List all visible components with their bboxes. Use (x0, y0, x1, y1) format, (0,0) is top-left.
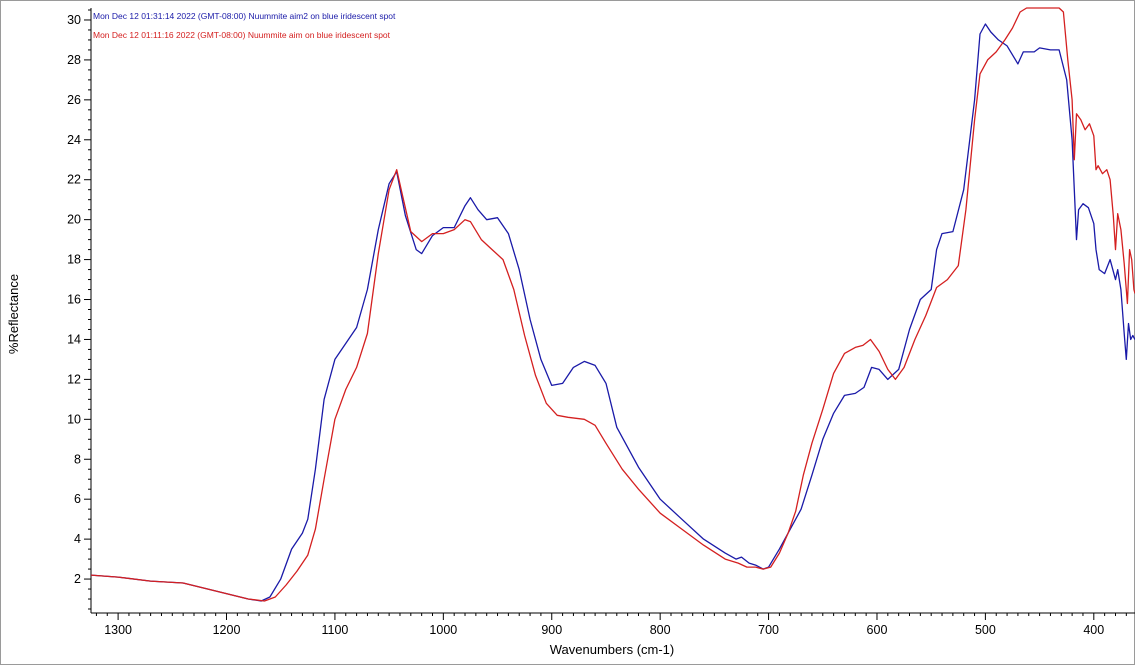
y-tick-label: 24 (67, 133, 81, 147)
y-tick-label: 20 (67, 213, 81, 227)
y-tick-label: 18 (67, 253, 81, 267)
y-tick-label: 26 (67, 93, 81, 107)
y-tick-label: 28 (67, 53, 81, 67)
x-tick-label: 500 (975, 623, 996, 637)
x-tick-label: 1200 (213, 623, 241, 637)
y-tick-label: 4 (74, 532, 81, 546)
x-tick-label: 700 (758, 623, 779, 637)
y-tick-label: 8 (74, 452, 81, 466)
legend: Mon Dec 12 01:31:14 2022 (GMT-08:00) Nuu… (93, 11, 396, 40)
x-tick-label: 1300 (104, 623, 132, 637)
series-line-2 (91, 7, 1135, 602)
y-tick-label: 12 (67, 372, 81, 386)
x-tick-label: 800 (650, 623, 671, 637)
y-tick-label: 14 (67, 332, 81, 346)
x-tick-label: 400 (1083, 623, 1104, 637)
x-tick-label: 900 (541, 623, 562, 637)
legend-entry-series-1: Mon Dec 12 01:31:14 2022 (GMT-08:00) Nuu… (93, 11, 396, 21)
y-tick-label: 2 (74, 572, 81, 586)
y-axis-title: %Reflectance (6, 274, 21, 354)
series-lines (91, 7, 1135, 602)
y-tick-label: 22 (67, 173, 81, 187)
y-tick-label: 6 (74, 492, 81, 506)
x-tick-label: 600 (867, 623, 888, 637)
x-axis-title: Wavenumbers (cm-1) (550, 642, 674, 657)
legend-entry-series-2: Mon Dec 12 01:11:16 2022 (GMT-08:00) Nuu… (93, 30, 391, 40)
series-line-1 (91, 23, 1135, 602)
y-tick-label: 10 (67, 412, 81, 426)
y-tick-label: 16 (67, 293, 81, 307)
x-tick-label: 1000 (429, 623, 457, 637)
x-tick-label: 1100 (321, 623, 348, 637)
y-tick-label: 30 (67, 13, 81, 27)
